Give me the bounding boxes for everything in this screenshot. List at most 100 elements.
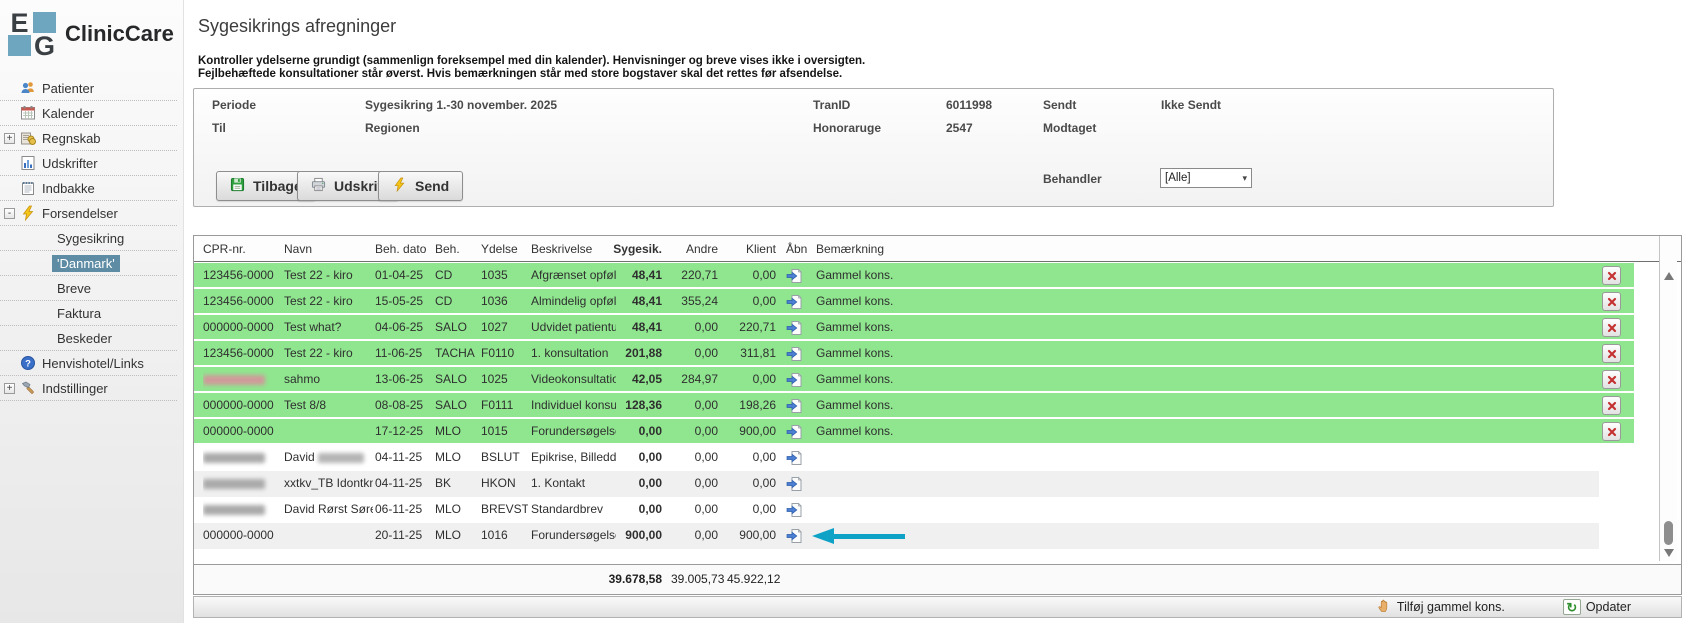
treatment-date: 08-08-25 <box>375 398 424 412</box>
app-logo: E G ClinicCare <box>8 9 174 59</box>
sidebar-item-patienter[interactable]: Patienter <box>0 76 177 101</box>
delete-row-button[interactable] <box>1602 422 1621 441</box>
expand-icon[interactable]: + <box>4 133 15 144</box>
open-record-icon[interactable] <box>786 528 802 544</box>
practitioner-code: MLO <box>435 502 462 516</box>
sidebar-item-label: Sygesikring <box>57 230 125 246</box>
instructions-text: Kontroller ydelserne grundigt (sammenlig… <box>198 55 865 81</box>
sidebar-item-indbakke[interactable]: Indbakke <box>0 176 177 201</box>
service-code: 1035 <box>481 268 508 282</box>
scrollbar-thumb[interactable] <box>1664 521 1673 545</box>
sidebar-item-udskrifter[interactable]: Udskrifter <box>0 151 177 176</box>
table-row[interactable]: David 04-11-25 MLO BSLUT Epikrise, Bille… <box>194 445 1599 471</box>
cpr-value: 000000-0000 <box>203 424 274 438</box>
sidebar-item-regnskab[interactable]: + Regnskab <box>0 126 177 151</box>
open-record-icon[interactable] <box>786 372 802 388</box>
open-record-icon[interactable] <box>786 450 802 466</box>
table-row[interactable]: xxtkv_TB Idontkno 04-11-25 BK HKON 1. Ko… <box>194 471 1599 497</box>
sidebar-item-indstillinger[interactable]: + Indstillinger <box>0 376 177 401</box>
delete-row-button[interactable] <box>1602 266 1621 285</box>
service-code: 1025 <box>481 372 508 386</box>
settlements-table: CPR-nr. Navn Beh. dato Beh. Ydelse Beskr… <box>193 235 1682 595</box>
table-row[interactable]: 000000-0000 20-11-25 MLO 1016 Forundersø… <box>194 523 1599 549</box>
table-row[interactable]: 123456-0000 Test 22 - kiro 11-06-25 TACH… <box>194 341 1634 367</box>
sidebar-item-label: Kalender <box>42 105 95 121</box>
column-header-cpr: CPR-nr. <box>203 242 246 256</box>
remark-text: Gammel kons. <box>816 346 894 360</box>
klient-amount: 220,71 <box>739 320 776 334</box>
scrollbar-down-icon[interactable] <box>1664 549 1674 557</box>
open-record-icon[interactable] <box>786 294 802 310</box>
andre-amount: 355,24 <box>681 294 718 308</box>
remark-text: Gammel kons. <box>816 398 894 412</box>
sidebar-item-kalender[interactable]: Kalender <box>0 101 177 126</box>
svg-text:?: ? <box>25 359 31 370</box>
treatment-date: 04-11-25 <box>375 476 423 490</box>
table-row[interactable]: 123456-0000 Test 22 - kiro 01-04-25 CD 1… <box>194 263 1634 289</box>
page-title: Sygesikrings afregninger <box>198 16 397 36</box>
table-row[interactable]: 000000-0000 17-12-25 MLO 1015 Forundersø… <box>194 419 1634 445</box>
service-code: 1015 <box>481 424 508 438</box>
opdater-button[interactable]: ↻ Opdater <box>1562 599 1631 615</box>
column-header-beh-dato: Beh. dato <box>375 242 427 256</box>
redacted-cpr <box>203 375 265 385</box>
totals-row: 39.678,58 39.005,73 45.922,12 <box>194 564 1681 594</box>
treatment-date: 11-06-25 <box>375 346 423 360</box>
table-row[interactable]: 000000-0000 Test what? 04-06-25 SALO 102… <box>194 315 1634 341</box>
column-header-beskrivelse: Beskrivelse <box>531 242 593 256</box>
behandler-select[interactable]: [Alle] ▾ <box>1160 168 1252 188</box>
sidebar-item-beskeder[interactable]: Beskeder <box>0 326 177 351</box>
service-code: 1027 <box>481 320 508 334</box>
tilbage-button-label: Tilbage <box>253 178 302 194</box>
modtaget-label: Modtaget <box>1043 121 1097 135</box>
sidebar-item-henvishotel[interactable]: ? Henvishotel/Links <box>0 351 177 376</box>
sendt-label: Sendt <box>1043 98 1077 112</box>
expand-icon[interactable]: + <box>4 383 15 394</box>
add-old-consultation-button[interactable]: Tilføj gammel kons. <box>1377 598 1505 616</box>
open-record-icon[interactable] <box>786 476 802 492</box>
table-row[interactable]: 000000-0000 Test 8/8 08-08-25 SALO F0111… <box>194 393 1634 419</box>
redacted-cpr <box>203 505 265 515</box>
delete-row-button[interactable] <box>1602 344 1621 363</box>
remark-text: Gammel kons. <box>816 372 894 386</box>
open-record-icon[interactable] <box>786 346 802 362</box>
practitioner-code: SALO <box>435 398 468 412</box>
hand-icon <box>1377 598 1392 616</box>
redacted-cpr <box>203 453 265 463</box>
cpr-value: 123456-0000 <box>203 346 274 360</box>
table-row[interactable]: sahmo 13-06-25 SALO 1025 Videokonsultati… <box>194 367 1634 393</box>
sygesik-amount: 0,00 <box>638 424 662 438</box>
scrollbar-up-icon[interactable] <box>1664 272 1674 280</box>
sidebar-item-label: Indstillinger <box>42 380 108 396</box>
ledger-icon <box>20 130 36 146</box>
andre-amount: 220,71 <box>681 268 718 282</box>
help-icon: ? <box>20 355 36 371</box>
sidebar-item-label: Indbakke <box>42 180 95 196</box>
sidebar-item-breve[interactable]: Breve <box>0 276 177 301</box>
delete-row-button[interactable] <box>1602 318 1621 337</box>
eg-logo-icon: E G <box>8 9 56 59</box>
sidebar-item-faktura[interactable]: Faktura <box>0 301 177 326</box>
open-record-icon[interactable] <box>786 424 802 440</box>
table-footer-bar: Tilføj gammel kons. ↻ Opdater <box>193 596 1682 618</box>
open-record-icon[interactable] <box>786 398 802 414</box>
practitioner-code: TACHA <box>435 346 475 360</box>
sidebar-item-forsendelser[interactable]: - Forsendelser <box>0 201 177 226</box>
treatment-date: 20-11-25 <box>375 528 423 542</box>
delete-row-button[interactable] <box>1602 396 1621 415</box>
delete-row-button[interactable] <box>1602 292 1621 311</box>
open-record-icon[interactable] <box>786 268 802 284</box>
service-code: BSLUT <box>481 450 520 464</box>
open-record-icon[interactable] <box>786 320 802 336</box>
collapse-icon[interactable]: - <box>4 208 15 219</box>
vertical-scrollbar[interactable] <box>1659 236 1677 561</box>
total-klient: 45.922,12 <box>727 572 781 586</box>
sidebar-item-sygesikring[interactable]: Sygesikring <box>0 226 177 251</box>
sidebar-item-label: Udskrifter <box>42 155 98 171</box>
send-button[interactable]: Send <box>378 171 464 201</box>
table-row[interactable]: 123456-0000 Test 22 - kiro 15-05-25 CD 1… <box>194 289 1634 315</box>
table-row[interactable]: David Rørst Sører 06-11-25 MLO BREVSTD S… <box>194 497 1599 523</box>
open-record-icon[interactable] <box>786 502 802 518</box>
sidebar-item-danmark[interactable]: 'Danmark' <box>0 251 177 276</box>
delete-row-button[interactable] <box>1602 370 1621 389</box>
